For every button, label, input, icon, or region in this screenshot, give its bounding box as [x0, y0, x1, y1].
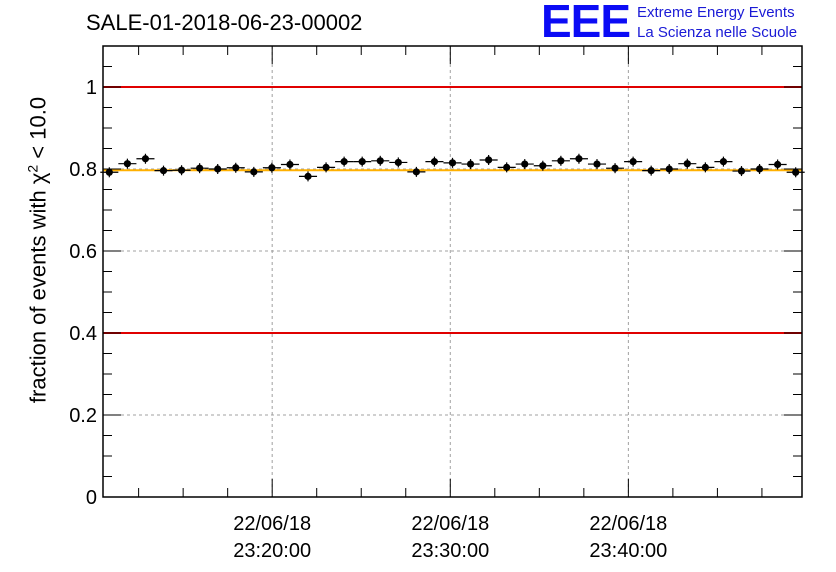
plot-frame — [102, 45, 803, 498]
data-point — [340, 158, 348, 166]
data-point — [214, 165, 222, 173]
data-point — [683, 160, 691, 168]
data-point — [485, 156, 493, 164]
data-point — [358, 158, 366, 166]
data-point — [611, 164, 619, 172]
logo-line-1: Extreme Energy Events — [637, 4, 795, 21]
data-point — [322, 163, 330, 171]
data-point — [286, 160, 294, 169]
data-point — [448, 159, 457, 167]
data-point — [105, 168, 113, 176]
x-tick-label-time: 23:30:00 — [411, 540, 489, 562]
data-point — [412, 168, 420, 176]
data-point — [719, 158, 728, 166]
data-point — [755, 165, 764, 173]
y-tick-label: 0.8 — [69, 159, 97, 181]
data-point — [141, 155, 150, 163]
data-point — [647, 167, 655, 175]
y-tick-label: 0.2 — [69, 405, 97, 427]
data-point — [737, 167, 746, 175]
data-point — [376, 157, 384, 165]
x-tick-label-time: 23:20:00 — [233, 540, 311, 562]
data-point — [521, 160, 529, 168]
data-point — [159, 167, 168, 175]
y-tick-label: 1 — [86, 77, 97, 99]
data-point — [557, 157, 565, 165]
y-tick-label: 0.6 — [69, 241, 97, 263]
eee-logo: EEE Extreme Energy Events La Scienza nel… — [541, 0, 831, 47]
x-tick-label-date: 22/06/18 — [589, 513, 667, 535]
data-point — [123, 160, 131, 168]
data-point — [232, 164, 240, 172]
logo-mark: EEE — [541, 0, 631, 47]
data-point — [629, 158, 637, 166]
data-point — [575, 155, 583, 163]
data-point — [593, 160, 601, 168]
y-tick-label: 0.4 — [69, 323, 97, 345]
data-point — [503, 163, 511, 171]
data-point — [430, 158, 439, 166]
x-tick-label-date: 22/06/18 — [233, 513, 311, 535]
x-tick-label-date: 22/06/18 — [411, 513, 489, 535]
data-point — [701, 163, 709, 171]
data-point — [250, 168, 258, 176]
data-point — [268, 164, 276, 172]
data-point — [792, 168, 800, 176]
data-point — [774, 160, 782, 169]
y-tick-label: 0 — [86, 487, 97, 509]
x-tick-label-time: 23:40:00 — [589, 540, 667, 562]
data-point — [539, 162, 547, 170]
data-point — [196, 164, 204, 172]
data-point — [304, 172, 312, 180]
data-point — [665, 165, 673, 173]
data-point — [466, 160, 475, 168]
logo-line-2: La Scienza nelle Scuole — [637, 24, 798, 41]
data-point — [394, 158, 402, 167]
data-point — [177, 166, 186, 174]
chart-title: SALE-01-2018-06-23-00002 — [86, 10, 363, 35]
